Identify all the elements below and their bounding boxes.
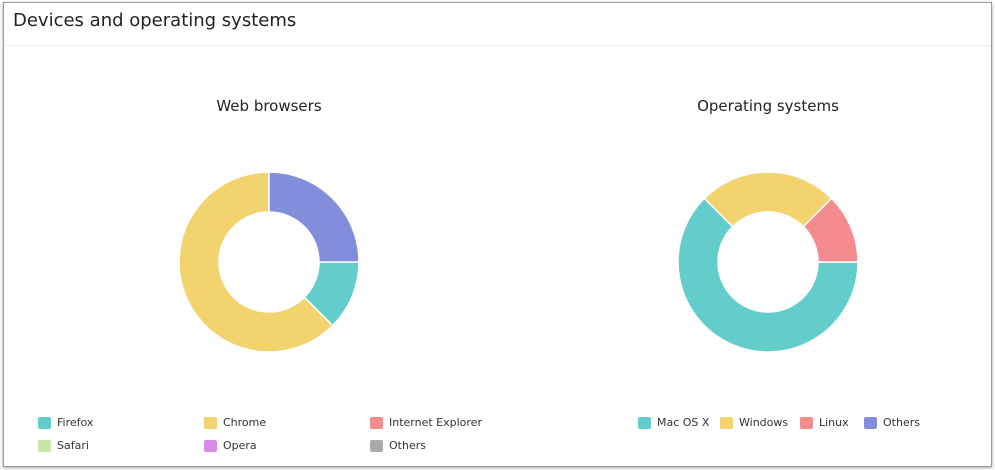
legend-swatch — [720, 416, 733, 429]
chart-title: Web browsers — [216, 97, 322, 115]
legend-swatch — [38, 439, 51, 452]
legend-label: Mac OS X — [657, 416, 710, 429]
legend-item[interactable]: Windows — [720, 416, 788, 429]
slice-others[interactable] — [268, 171, 360, 263]
legend-label: Internet Explorer — [389, 416, 482, 429]
legend-item[interactable]: Opera — [204, 439, 257, 452]
slice-mac-os-x[interactable] — [677, 197, 859, 353]
legend-item[interactable]: Firefox — [38, 416, 93, 429]
legend-swatch — [638, 416, 651, 429]
legend-label: Safari — [57, 439, 89, 452]
panel-header: Devices and operating systems — [4, 3, 991, 46]
legend-label: Linux — [819, 416, 849, 429]
legend-label: Others — [883, 416, 920, 429]
donut-chart — [178, 171, 360, 353]
legend-label: Opera — [223, 439, 257, 452]
legend-item[interactable]: Others — [370, 439, 426, 452]
donut-chart — [677, 171, 859, 353]
legend-item[interactable]: Linux — [800, 416, 849, 429]
slice-chrome[interactable] — [178, 171, 334, 353]
legend-swatch — [370, 416, 383, 429]
legend-item[interactable]: Others — [864, 416, 920, 429]
legend-item[interactable]: Mac OS X — [638, 416, 709, 429]
legend-swatch — [800, 416, 813, 429]
legend-swatch — [370, 439, 383, 452]
legend-item[interactable]: Internet Explorer — [370, 416, 482, 429]
legend-label: Firefox — [57, 416, 94, 429]
legend-swatch — [204, 416, 217, 429]
legend-item[interactable]: Safari — [38, 439, 89, 452]
chart-title: Operating systems — [697, 97, 839, 115]
legend-swatch — [204, 439, 217, 452]
legend-swatch — [38, 416, 51, 429]
legend-swatch — [864, 416, 877, 429]
legend-label: Chrome — [223, 416, 267, 429]
slice-linux[interactable] — [802, 197, 859, 263]
panel-title: Devices and operating systems — [13, 10, 297, 31]
legend-label: Windows — [739, 416, 789, 429]
legend-label: Others — [389, 439, 426, 452]
legend-item[interactable]: Chrome — [204, 416, 266, 429]
